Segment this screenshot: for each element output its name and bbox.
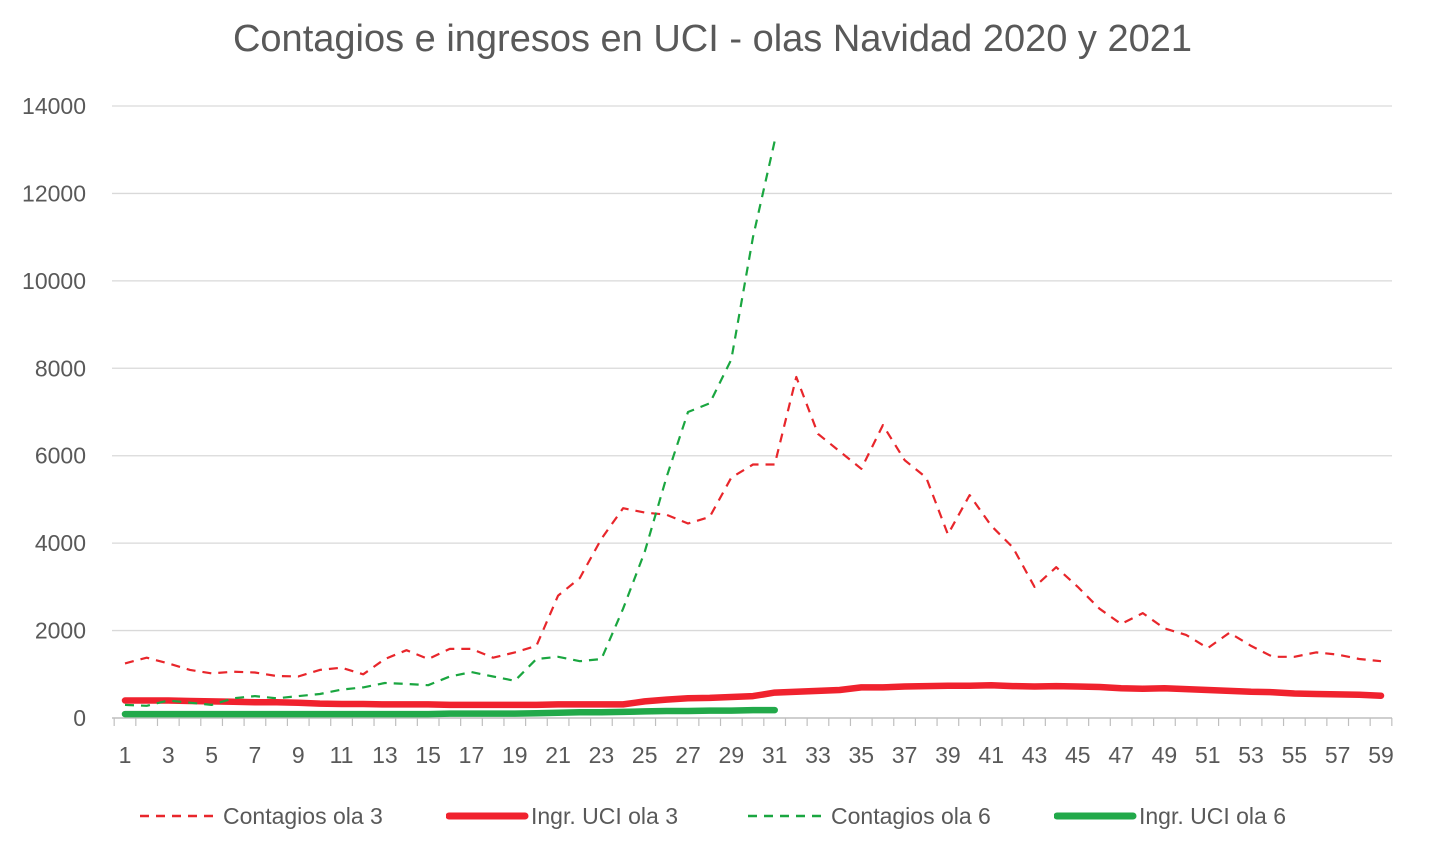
legend-label: Contagios ola 6 [831, 802, 991, 829]
x-tick-label: 59 [1368, 742, 1394, 768]
x-tick-label: 37 [892, 742, 918, 768]
x-tick-label: 19 [502, 742, 528, 768]
y-tick-label: 4000 [35, 530, 86, 556]
x-tick-label: 45 [1065, 742, 1091, 768]
x-tick-label: 49 [1152, 742, 1178, 768]
series-line-ingr-uci-ola-3 [121, 681, 1385, 709]
x-tick-label: 41 [978, 742, 1004, 768]
x-axis-tick-labels: 1 3 5 7 9 11 13 15 17 19 21 23 25 27 29 31 33 35 37 39 41 43 4… [119, 742, 1394, 768]
x-tick-label: 5 [205, 742, 218, 768]
y-tick-label: 8000 [35, 355, 86, 381]
x-tick-label: 13 [372, 742, 398, 768]
legend-label: Ingr. UCI ola 3 [531, 802, 679, 829]
x-tick-label: 55 [1282, 742, 1308, 768]
y-tick-label: 6000 [35, 443, 86, 469]
y-tick-label: 2000 [35, 618, 86, 644]
x-tick-label: 39 [935, 742, 961, 768]
legend-swatch-contagios-ola-3 [140, 814, 218, 818]
x-tick-label: 1 [119, 742, 132, 768]
x-axis [112, 717, 1393, 726]
x-tick-label: 11 [330, 742, 354, 768]
x-tick-label: 31 [762, 742, 788, 768]
y-axis-tick-labels: 0 2000 4000 6000 8000 10000 12000 14000 [22, 93, 86, 731]
series-line-contagios-ola-3 [124, 375, 1382, 678]
x-tick-label: 17 [459, 742, 485, 768]
x-tick-label: 57 [1325, 742, 1351, 768]
y-tick-label: 10000 [22, 268, 86, 294]
y-tick-label: 12000 [22, 180, 86, 206]
x-tick-label: 15 [415, 742, 441, 768]
x-tick-label: 51 [1195, 742, 1221, 768]
chart-title: Contagios e ingresos en UCI - olas Navid… [232, 18, 1193, 60]
x-tick-label: 27 [675, 742, 701, 768]
legend-swatch-ingr-uci-ola-3 [446, 812, 529, 820]
legend-item-ingr-uci-ola-3[interactable]: Ingr. UCI ola 3 [446, 796, 678, 836]
x-tick-label: 7 [249, 742, 262, 768]
y-tick-label: 0 [73, 705, 86, 731]
series-line-contagios-ola-6 [124, 140, 776, 707]
legend-swatch-contagios-ola-6 [748, 814, 826, 818]
legend-item-contagios-ola-6[interactable]: Contagios ola 6 [746, 796, 991, 836]
legend: Contagios ola 3 Ingr. UCI ola 3 Contagio… [0, 796, 1430, 836]
x-tick-label: 29 [719, 742, 745, 768]
x-tick-label: 9 [292, 742, 305, 768]
legend-item-contagios-ola-3[interactable]: Contagios ola 3 [138, 796, 383, 836]
x-tick-label: 25 [632, 742, 658, 768]
legend-item-ingr-uci-ola-6[interactable]: Ingr. UCI ola 6 [1054, 796, 1286, 836]
x-tick-label: 23 [589, 742, 615, 768]
x-tick-label: 43 [1022, 742, 1048, 768]
legend-label: Ingr. UCI ola 6 [1139, 802, 1287, 829]
legend-label: Contagios ola 3 [223, 802, 383, 829]
series-lines [121, 140, 1385, 718]
series-line-ingr-uci-ola-6 [121, 706, 778, 718]
x-tick-label: 21 [545, 742, 571, 768]
legend-swatch-ingr-uci-ola-6 [1054, 812, 1137, 820]
y-tick-label: 14000 [22, 93, 86, 119]
gridlines [112, 105, 1392, 632]
x-tick-label: 47 [1108, 742, 1134, 768]
x-tick-label: 33 [805, 742, 831, 768]
x-tick-label: 3 [162, 742, 175, 768]
x-tick-label: 35 [848, 742, 874, 768]
x-tick-label: 53 [1238, 742, 1264, 768]
